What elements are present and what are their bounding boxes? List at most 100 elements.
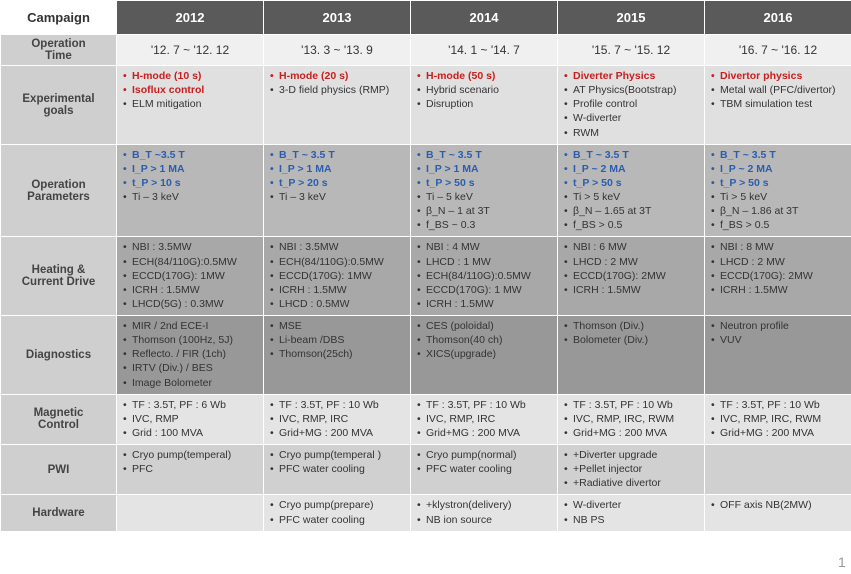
list-item: MIR / 2nd ECE-I — [123, 320, 257, 333]
list-item: RWM — [564, 127, 698, 140]
list-item: Ti – 3 keV — [123, 191, 257, 204]
list-item: t_P > 50 s — [417, 177, 551, 190]
list-item: IVC, RMP — [123, 413, 257, 426]
list-item: Disruption — [417, 98, 551, 111]
list-item: Cryo pump(temperal ) — [270, 449, 404, 462]
list-item: W-diverter — [564, 499, 698, 512]
cell: W-diverter NB PS — [558, 495, 705, 531]
list-item: PFC water cooling — [270, 463, 404, 476]
cell: Cryo pump(prepare) PFC water cooling — [264, 495, 411, 531]
header-year-2012: 2012 — [117, 1, 264, 35]
list-item: Grid : 100 MVA — [123, 427, 257, 440]
cell: B_T ~ 3.5 TI_P > 1 MAt_P > 50 sTi – 5 ke… — [411, 144, 558, 237]
list-item: B_T ~3.5 T — [123, 149, 257, 162]
row-label: OperationTime — [1, 35, 117, 66]
list-item: IVC, RMP, IRC — [270, 413, 404, 426]
cell: H-mode (10 s)Isoflux controlELM mitigati… — [117, 66, 264, 145]
list-item: Grid+MG : 200 MVA — [270, 427, 404, 440]
cell: '15. 7 ~ '15. 12 — [558, 35, 705, 66]
table-row: OperationTime'12. 7 ~ '12. 12'13. 3 ~ '1… — [1, 35, 851, 66]
list-item: I_P > 1 MA — [270, 163, 404, 176]
header-year-2015: 2015 — [558, 1, 705, 35]
table-body: OperationTime'12. 7 ~ '12. 12'13. 3 ~ '1… — [1, 35, 851, 532]
cell: MIR / 2nd ECE-IThomson (100Hz, 5J)Reflec… — [117, 316, 264, 395]
list-item: Cryo pump(prepare) — [270, 499, 404, 512]
list-item: Metal wall (PFC/divertor) — [711, 84, 845, 97]
list-item: Profile control — [564, 98, 698, 111]
list-item: Ti > 5 keV — [564, 191, 698, 204]
list-item: AT Physics(Bootstrap) — [564, 84, 698, 97]
header-campaign: Campaign — [1, 1, 117, 35]
cell: OFF axis NB(2MW) — [705, 495, 851, 531]
list-item: +Pellet injector — [564, 463, 698, 476]
list-item: Ti – 3 keV — [270, 191, 404, 204]
list-item: ICRH : 1.5MW — [123, 284, 257, 297]
list-item: LHCD : 2 MW — [564, 256, 698, 269]
page-number: 1 — [838, 554, 846, 570]
cell: '12. 7 ~ '12. 12 — [117, 35, 264, 66]
table-row: Hardware Cryo pump(prepare) PFC water cool… — [1, 495, 851, 531]
list-item: β_N – 1 at 3T — [417, 205, 551, 218]
list-item: Cryo pump(temperal) — [123, 449, 257, 462]
list-item: ECCD(170G): 1MW — [123, 270, 257, 283]
header-year-2016: 2016 — [705, 1, 851, 35]
list-item: B_T ~ 3.5 T — [417, 149, 551, 162]
list-item: NBI : 3.5MW — [270, 241, 404, 254]
list-item: H-mode (50 s) — [417, 70, 551, 83]
cell: CES (poloidal)Thomson(40 ch)XICS(upgrade… — [411, 316, 558, 395]
list-item: ICRH : 1.5MW — [711, 284, 845, 297]
header-year-2014: 2014 — [411, 1, 558, 35]
list-item: VUV — [711, 334, 845, 347]
list-item: Isoflux control — [123, 84, 257, 97]
list-item: B_T ~ 3.5 T — [270, 149, 404, 162]
list-item: ECCD(170G): 2MW — [711, 270, 845, 283]
list-item: LHCD : 1 MW — [417, 256, 551, 269]
list-item: t_P > 10 s — [123, 177, 257, 190]
list-item: Grid+MG : 200 MVA — [564, 427, 698, 440]
list-item: TF : 3.5T, PF : 10 Wb — [564, 399, 698, 412]
list-item: H-mode (20 s) — [270, 70, 404, 83]
list-item: I_P ~ 2 MA — [711, 163, 845, 176]
list-item: Grid+MG : 200 MVA — [711, 427, 845, 440]
cell: '13. 3 ~ '13. 9 — [264, 35, 411, 66]
list-item: TF : 3.5T, PF : 10 Wb — [270, 399, 404, 412]
list-item: +klystron(delivery) — [417, 499, 551, 512]
list-item: Thomson (Div.) — [564, 320, 698, 333]
cell: B_T ~ 3.5 TI_P ~ 2 MAt_P > 50 sTi > 5 ke… — [558, 144, 705, 237]
cell: TF : 3.5T, PF : 6 WbIVC, RMPGrid : 100 M… — [117, 394, 264, 444]
cell: H-mode (50 s)Hybrid scenarioDisruption — [411, 66, 558, 145]
list-item: LHCD(5G) : 0.3MW — [123, 298, 257, 311]
list-item: OFF axis NB(2MW) — [711, 499, 845, 512]
list-item: t_P > 50 s — [564, 177, 698, 190]
list-item: IVC, RMP, IRC, RWM — [711, 413, 845, 426]
cell: Divertor physicsMetal wall (PFC/divertor… — [705, 66, 851, 145]
cell: H-mode (20 s)3-D field physics (RMP) — [264, 66, 411, 145]
list-item: NBI : 8 MW — [711, 241, 845, 254]
cell: NBI : 4 MWLHCD : 1 MWECH(84/110G):0.5MWE… — [411, 237, 558, 316]
list-item: Image Bolometer — [123, 377, 257, 390]
list-item: CES (poloidal) — [417, 320, 551, 333]
row-label: Hardware — [1, 495, 117, 531]
list-item: NB PS — [564, 514, 698, 527]
list-item: XICS(upgrade) — [417, 348, 551, 361]
list-item: I_P > 1 MA — [123, 163, 257, 176]
list-item: Neutron profile — [711, 320, 845, 333]
list-item: NBI : 3.5MW — [123, 241, 257, 254]
list-item: I_P ~ 2 MA — [564, 163, 698, 176]
list-item: t_P > 50 s — [711, 177, 845, 190]
list-item: Divertor physics — [711, 70, 845, 83]
list-item: ECCD(170G): 2MW — [564, 270, 698, 283]
list-item: IRTV (Div.) / BES — [123, 362, 257, 375]
row-label: Heating &Current Drive — [1, 237, 117, 316]
cell: +klystron(delivery)NB ion source — [411, 495, 558, 531]
list-item: LHCD : 2 MW — [711, 256, 845, 269]
cell: +Diverter upgrade+Pellet injector+Radiat… — [558, 445, 705, 495]
list-item: I_P > 1 MA — [417, 163, 551, 176]
list-item: ECCD(170G): 1 MW — [417, 284, 551, 297]
cell: NBI : 8 MW LHCD : 2 MWECCD(170G): 2MWICRH… — [705, 237, 851, 316]
list-item: NBI : 6 MW — [564, 241, 698, 254]
list-item: Thomson(25ch) — [270, 348, 404, 361]
list-item: PFC water cooling — [270, 514, 404, 527]
row-label: OperationParameters — [1, 144, 117, 237]
list-item: H-mode (10 s) — [123, 70, 257, 83]
